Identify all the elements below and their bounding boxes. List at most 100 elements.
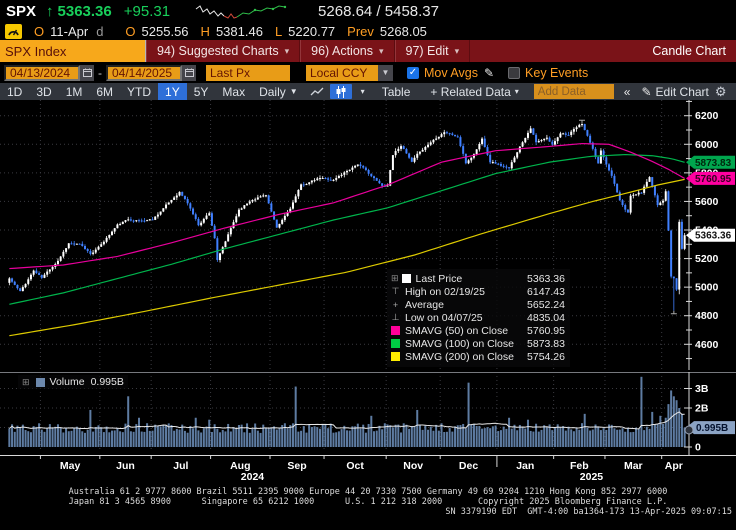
price-axis: 4600480050005200540056005800600062005873… xyxy=(684,100,735,370)
range-tab-3d[interactable]: 3D xyxy=(36,84,52,99)
gauge-icon[interactable] xyxy=(5,23,22,39)
svg-text:4800: 4800 xyxy=(695,310,719,322)
edit-pencil-icon[interactable]: ✎ xyxy=(483,65,495,80)
legend-value: 5363.36 xyxy=(527,272,565,285)
day-range: 5268.64 / 5458.37 xyxy=(318,2,439,20)
legend-label: Low on 04/07/25 xyxy=(405,311,483,324)
price-chart-canvas[interactable]: 4600480050005200540056005800600062005873… xyxy=(0,100,736,370)
legend-value: 5873.83 xyxy=(527,337,565,350)
month-label: Jun xyxy=(116,460,135,472)
year-label: 2024 xyxy=(241,471,265,483)
session-date: 11-Apr xyxy=(50,23,89,39)
legend-marker-icon: ⊥ xyxy=(391,312,400,322)
price-field-select[interactable]: Last Px xyxy=(206,64,290,81)
svg-text:5873.83: 5873.83 xyxy=(695,158,732,169)
security-field[interactable]: SPX Index xyxy=(0,40,146,62)
legend-row[interactable]: SMAVG (50) on Close 5760.95 xyxy=(391,324,565,337)
volume-chart-canvas[interactable]: 3B 2B 0 0.995B xyxy=(0,372,736,455)
open-value: 5255.56 xyxy=(141,23,189,39)
range-tab-1d[interactable]: 1D xyxy=(7,84,23,99)
menu-edit[interactable]: 97) Edit ▾ xyxy=(394,40,471,62)
svg-text:6200: 6200 xyxy=(695,110,719,122)
legend-row[interactable]: ⊤ High on 02/19/25 6147.43 xyxy=(391,285,565,298)
up-arrow-icon: ↑ xyxy=(46,2,54,20)
chart-controls: - Last Px Local CCY ▼ ✓ Mov Avgs ✎ Key E… xyxy=(0,62,736,83)
edit-chart-button[interactable]: Edit Chart xyxy=(655,84,709,99)
candlestick-series xyxy=(8,123,686,311)
date-range-dash: - xyxy=(98,65,102,80)
key-events-label[interactable]: Key Events xyxy=(525,65,589,80)
settings-gear-icon[interactable]: ⚙ xyxy=(714,83,727,99)
low-label: L xyxy=(274,23,283,39)
period-select[interactable]: Daily ▼ xyxy=(259,84,298,99)
date-from-input[interactable] xyxy=(4,64,80,81)
month-label: Feb xyxy=(570,460,589,472)
table-button[interactable]: Table xyxy=(381,84,411,99)
volume-bars xyxy=(8,376,686,447)
range-tab-1m[interactable]: 1M xyxy=(65,84,83,99)
chevron-down-icon[interactable]: ▼ xyxy=(378,64,393,81)
prev-label: Prev xyxy=(347,23,374,39)
expand-icon[interactable]: ⊞ xyxy=(22,376,30,387)
svg-text:0.995B: 0.995B xyxy=(696,423,728,434)
add-data-input[interactable] xyxy=(533,84,614,99)
chart-toolbar: 1D 3D 1M 6M YTD 1Y 5Y Max Daily ▼ ▾ Tabl… xyxy=(0,83,736,100)
legend-row[interactable]: SMAVG (100) on Close 5873.83 xyxy=(391,337,565,350)
key-events-checkbox[interactable] xyxy=(508,66,521,79)
range-tab-max[interactable]: Max xyxy=(222,84,246,99)
legend-label: Last Price xyxy=(415,272,463,285)
expand-icon[interactable]: ⊞ xyxy=(391,273,399,283)
calendar-icon[interactable] xyxy=(80,64,94,81)
prev-value: 5268.05 xyxy=(379,23,427,39)
month-label: Sep xyxy=(287,460,306,472)
legend-label: SMAVG (100) on Close xyxy=(405,337,514,350)
year-label: 2025 xyxy=(580,471,604,483)
month-label: Dec xyxy=(459,460,478,472)
svg-text:5600: 5600 xyxy=(695,196,719,208)
time-axis[interactable]: May Jun Jul Aug Sep Oct Nov Dec Jan Feb Mar Apr 2024… xyxy=(0,455,736,485)
chevron-down-icon: ▾ xyxy=(284,45,290,56)
edit-chart-pencil-icon[interactable]: ✎ xyxy=(641,84,652,99)
chevron-down-icon: ▾ xyxy=(378,45,384,56)
mov-avgs-label[interactable]: Mov Avgs xyxy=(424,65,478,80)
caret-down-icon: ▼ xyxy=(289,87,298,96)
candle-chart-icon[interactable] xyxy=(329,84,352,99)
currency-select[interactable]: Local CCY xyxy=(306,64,378,81)
volume-label: Volume xyxy=(49,376,85,388)
svg-text:5760.95: 5760.95 xyxy=(695,174,732,185)
legend-marker-icon: ⊤ xyxy=(391,286,400,296)
volume-value: 0.995B xyxy=(90,376,124,388)
legend-value: 5760.95 xyxy=(527,324,565,337)
legend-row[interactable]: + Average 5652.24 xyxy=(391,298,565,311)
range-tab-1y[interactable]: 1Y xyxy=(158,83,187,100)
volume-legend[interactable]: ⊞ Volume 0.995B xyxy=(18,375,128,389)
menu-suggested-charts[interactable]: 94) Suggested Charts ▾ xyxy=(146,40,301,62)
line-chart-icon[interactable] xyxy=(306,84,328,99)
date-to-input[interactable] xyxy=(106,64,182,81)
range-tab-6m[interactable]: 6M xyxy=(96,84,114,99)
related-data-button[interactable]: + Related Data ▾ xyxy=(430,84,519,99)
collapse-panel-icon[interactable]: « xyxy=(623,84,631,99)
low-marker xyxy=(670,310,677,315)
legend-row[interactable]: SMAVG (200) on Close 5754.26 xyxy=(391,350,565,363)
range-tab-ytd[interactable]: YTD xyxy=(127,84,152,99)
price-change: +95.31 xyxy=(123,2,171,20)
function-title: Candle Chart xyxy=(652,44,726,58)
low-value: 5220.77 xyxy=(288,23,336,39)
chart-type-caret[interactable]: ▾ xyxy=(360,87,365,96)
volume-swatch xyxy=(35,377,45,387)
menu-actions[interactable]: 96) Actions ▾ xyxy=(300,40,395,62)
legend-row[interactable]: ⊥ Low on 04/07/25 4835.04 xyxy=(391,311,565,324)
legend-label: SMAVG (200) on Close xyxy=(405,350,514,363)
range-tab-5y[interactable]: 5Y xyxy=(193,84,209,99)
open-flag-label: O xyxy=(34,23,45,39)
price-gridlines xyxy=(0,100,688,370)
frequency-flag: d xyxy=(96,23,104,39)
month-label: Jul xyxy=(173,460,188,472)
terminal-footer: Australia 61 2 9777 8600 Brazil 5511 239… xyxy=(0,487,736,517)
high-value: 5381.46 xyxy=(215,23,263,39)
calendar-icon[interactable] xyxy=(182,64,196,81)
caret-down-icon: ▾ xyxy=(514,87,519,96)
mov-avgs-checkbox[interactable]: ✓ xyxy=(407,66,419,79)
legend-row[interactable]: ⊞ Last Price 5363.36 xyxy=(391,272,565,285)
